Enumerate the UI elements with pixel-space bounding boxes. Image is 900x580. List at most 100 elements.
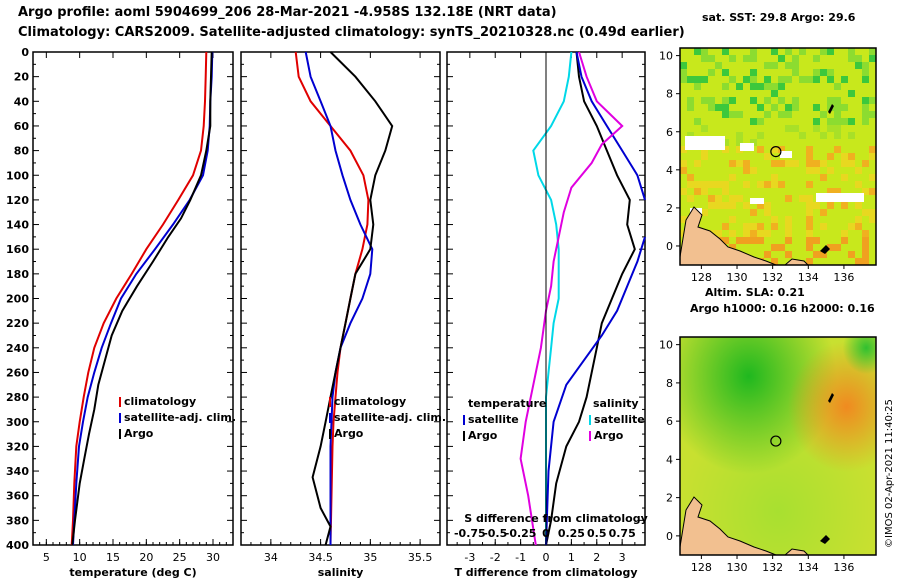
sst-pixel [743,55,750,62]
sst-pixel [834,146,841,153]
sst-pixel [764,153,771,160]
diff-legend-label-left: satellite [468,413,519,426]
sst-pixel [743,223,750,230]
sst-pixel [680,76,687,83]
sst-pixel [806,258,813,265]
sst-pixel [757,230,764,237]
sst-pixel [715,104,722,111]
sst-pixel [771,146,778,153]
sst-pixel [820,48,827,55]
sst-map-xtick-label: 132 [762,271,783,284]
sst-pixel [785,237,792,244]
sst-pixel [694,48,701,55]
depth-tick-label: 400 [6,539,29,552]
salinity-xtick-label: 35.5 [408,551,433,564]
sst-pixel [729,202,736,209]
sst-pixel [736,195,743,202]
sst-pixel [750,55,757,62]
temperature-xtick-label: 15 [106,551,120,564]
sst-pixel [701,153,708,160]
sst-pixel [820,251,827,258]
sst-pixel [855,181,862,188]
sst-pixel [806,160,813,167]
sla-map-ytick-label: 6 [666,415,673,428]
sla-map-xtick-label: 132 [762,561,783,574]
sst-pixel [687,195,694,202]
sst-pixel [778,160,785,167]
sst-pixel [834,125,841,132]
difference-xtick-label: 0 [543,551,550,564]
sst-map-ytick-label: 0 [666,240,673,253]
sst-pixel [708,97,715,104]
missing-data [750,198,764,204]
sst-pixel [827,167,834,174]
sst-pixel [834,111,841,118]
climatology-title: Climatology: CARS2009. Satellite-adjuste… [18,25,685,40]
legend-label: Argo [334,427,364,440]
sst-pixel [771,104,778,111]
sla-map-ytick-label: 2 [666,492,673,505]
sst-pixel [806,202,813,209]
sst-pixel [722,111,729,118]
sst-pixel [841,174,848,181]
argo-location-marker [770,145,782,158]
salinity-series-satellite-adj-clim- [304,51,374,545]
diff-legend-label-right: satellite [594,413,645,426]
sst-pixel [729,216,736,223]
sst-pixel [827,188,834,195]
sst-pixel [715,230,722,237]
sst-pixel [792,125,799,132]
sst-pixel [862,251,869,258]
sst-pixel [736,111,743,118]
sst-pixel [869,111,876,118]
sst-pixel [722,97,729,104]
sst-pixel [743,160,750,167]
sst-pixel [827,153,834,160]
sst-pixel [778,244,785,251]
sst-pixel [841,118,848,125]
sst-pixel [764,83,771,90]
sla-map-ytick-label: 4 [666,453,673,466]
sla-map-frame [679,336,877,556]
sst-pixel [687,104,694,111]
sst-pixel [750,223,757,230]
difference-xtick-label: -1 [515,551,526,564]
sst-pixel [806,153,813,160]
sst-pixel [771,62,778,69]
sst-pixel [848,160,855,167]
sst-pixel [722,181,729,188]
sst-pixel [694,181,701,188]
difference-series-s-argo [519,51,624,546]
sst-pixel [855,167,862,174]
sst-pixel [813,104,820,111]
sst-pixel [750,209,757,216]
depth-tick-label: 20 [14,71,30,84]
island [820,245,830,254]
sst-pixel [736,237,743,244]
temperature-xtick-label: 10 [73,551,87,564]
sst-pixel [799,76,806,83]
sla-map-ytick-label: 8 [666,377,673,390]
sst-pixel [750,97,757,104]
sst-pixel [715,62,722,69]
sst-pixel [715,181,722,188]
sst-pixel [757,132,764,139]
sst-pixel [792,55,799,62]
sst-pixel [834,244,841,251]
sst-pixel [834,83,841,90]
sst-pixel [792,62,799,69]
sst-pixel [729,230,736,237]
sst-pixel [743,167,750,174]
sst-pixel [694,188,701,195]
sst-pixel [764,230,771,237]
sst-map-ytick-label: 4 [666,164,673,177]
sst-pixel [806,216,813,223]
sla-map-xtick-label: 134 [798,561,819,574]
sst-pixel [680,216,687,223]
sst-pixel [778,76,785,83]
sst-pixel [792,97,799,104]
sst-pixel [785,76,792,83]
sst-pixel [848,251,855,258]
sst-pixel [680,62,687,69]
sst-pixel [687,76,694,83]
